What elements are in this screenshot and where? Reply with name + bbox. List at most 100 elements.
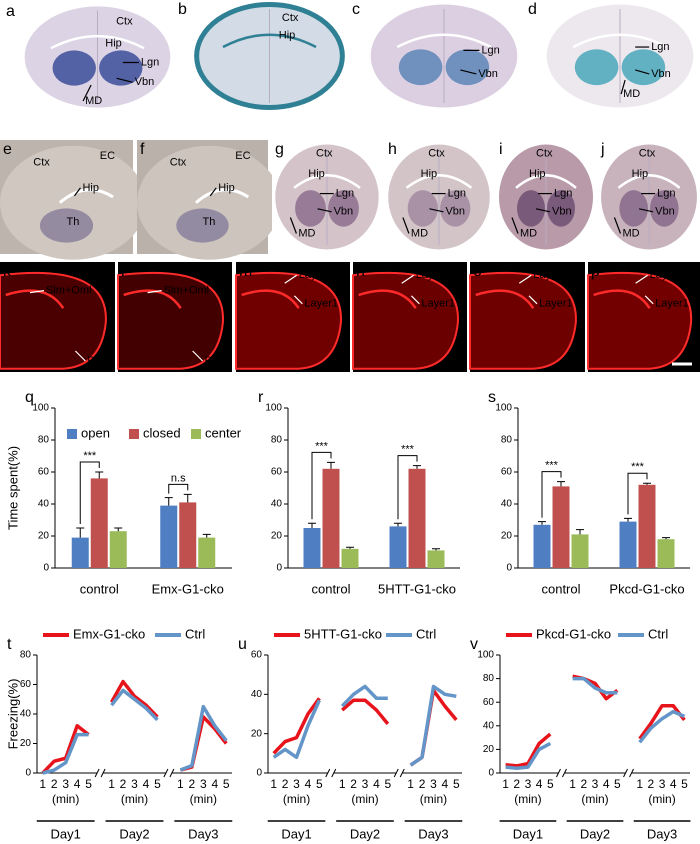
error-bar (576, 529, 584, 535)
legend-swatch (67, 429, 77, 439)
axis-break (556, 768, 567, 778)
x-tick-label: Emx-G1-cko (152, 581, 224, 596)
region-arrow (635, 274, 648, 284)
axis-break (393, 768, 405, 778)
thalamus-stain (328, 190, 359, 227)
x-tick-label: 2 (580, 777, 587, 791)
x-tick-label: 1 (502, 777, 509, 791)
x-tick-label: 1 (270, 777, 277, 791)
x-tick-label: 2 (51, 777, 58, 791)
thalamus-stain (517, 190, 545, 227)
region-label: Lgn (657, 187, 675, 199)
region-label: Vbn (445, 206, 465, 218)
region-label: Vbn (651, 68, 671, 80)
error-bar (95, 471, 104, 479)
x-tick-label: 3 (592, 777, 599, 791)
panel-letter: e (3, 141, 12, 158)
brain-section (587, 271, 693, 370)
x-tick-label: 2 (513, 777, 520, 791)
region-arrow (402, 217, 410, 234)
significance-bracket (79, 461, 100, 524)
panel-letter: o (473, 263, 482, 280)
x-tick-label: 4 (603, 777, 610, 791)
panel-letter: t (7, 636, 12, 653)
region-arrow (638, 208, 654, 213)
significance-label: *** (83, 450, 97, 462)
bar (571, 534, 589, 568)
panel-letter: v (470, 636, 478, 653)
region-label: MD (298, 227, 315, 239)
region-arrow (284, 274, 298, 284)
y-tick-label: 20 (483, 744, 495, 755)
y-tick-label: 0 (506, 563, 512, 574)
x-tick-label: 1 (407, 777, 414, 791)
x-tick-label: 5 (154, 777, 161, 791)
image-panel: c Lgn Vbn (352, 0, 522, 112)
image-panel: p Layer4 Layer1 (587, 262, 700, 372)
region-label: Ctx (282, 12, 299, 24)
x-tick-label: 1 (108, 777, 115, 791)
brain-section (137, 145, 282, 260)
thalamus-stain (547, 190, 575, 227)
bar (198, 537, 216, 568)
image-panel: b Ctx Hip (178, 0, 347, 112)
legend-label: Pkcd-G1-cko (536, 626, 611, 641)
panel-letter: h (388, 141, 397, 158)
significance-bracket (168, 483, 189, 494)
x-tick-label: 4 (536, 777, 543, 791)
bar (179, 502, 197, 568)
axis-break-gap (558, 771, 565, 775)
axis-break-gap (327, 771, 334, 775)
image-panel: e Ctx EC Hip Th (0, 140, 147, 260)
x-tick-label: 3 (362, 777, 369, 791)
significance-bracket (627, 472, 648, 515)
hippocampus (572, 33, 668, 49)
image-panel: m Layer4 Layer1 (235, 262, 350, 372)
x-tick-label: control (80, 581, 119, 596)
region-arrow (635, 69, 650, 75)
x-tick-label: 4 (305, 777, 312, 791)
region-arrow (317, 208, 332, 213)
x-axis-label: (min) (648, 792, 675, 806)
image-panel: o Layer4 Layer1 (469, 262, 585, 372)
panel-letter: s (488, 389, 496, 406)
y-tick-label: 80 (271, 435, 283, 446)
y-tick-label: 40 (501, 499, 513, 510)
x-axis-label: (min) (581, 792, 608, 806)
x-tick-label: 1 (177, 777, 184, 791)
region-label: Layer1 (304, 298, 338, 310)
panel-letter: c (352, 1, 360, 18)
region-label: Hip (105, 38, 122, 50)
thalamus-stain (99, 50, 143, 86)
y-tick-label: 60 (20, 679, 32, 690)
y-axis-label: Time spent(%) (5, 446, 20, 530)
region-label: Vbn (135, 76, 155, 88)
thalamus-stain (619, 190, 648, 227)
x-tick-label: 1 (569, 777, 576, 791)
panel-letter: j (600, 141, 605, 158)
region-label: Ctx (536, 148, 553, 160)
error-bar (114, 527, 123, 532)
thalamus-stain (445, 49, 490, 86)
region-label: Layer4 (416, 269, 450, 281)
region-label: Slm+Oml (164, 285, 210, 297)
y-tick-label: 40 (38, 499, 50, 510)
bar (533, 524, 551, 568)
error-bar (327, 461, 335, 469)
hippocampus (475, 289, 535, 309)
brain-section (0, 145, 147, 260)
region-label: Hip (279, 30, 296, 42)
bar (109, 531, 127, 568)
region-arrow (29, 290, 45, 294)
x-tick-label: 5 (453, 777, 460, 791)
hippocampus (222, 33, 317, 49)
region-label: Vbn (334, 206, 354, 218)
panel-letter: p (591, 263, 600, 280)
region-label: Vbn (552, 206, 572, 218)
region-label: MD (622, 227, 639, 239)
panel-letter: a (6, 3, 15, 20)
error-bar (624, 517, 632, 522)
panel-letter: k (3, 263, 12, 280)
hippocampus (50, 34, 145, 50)
